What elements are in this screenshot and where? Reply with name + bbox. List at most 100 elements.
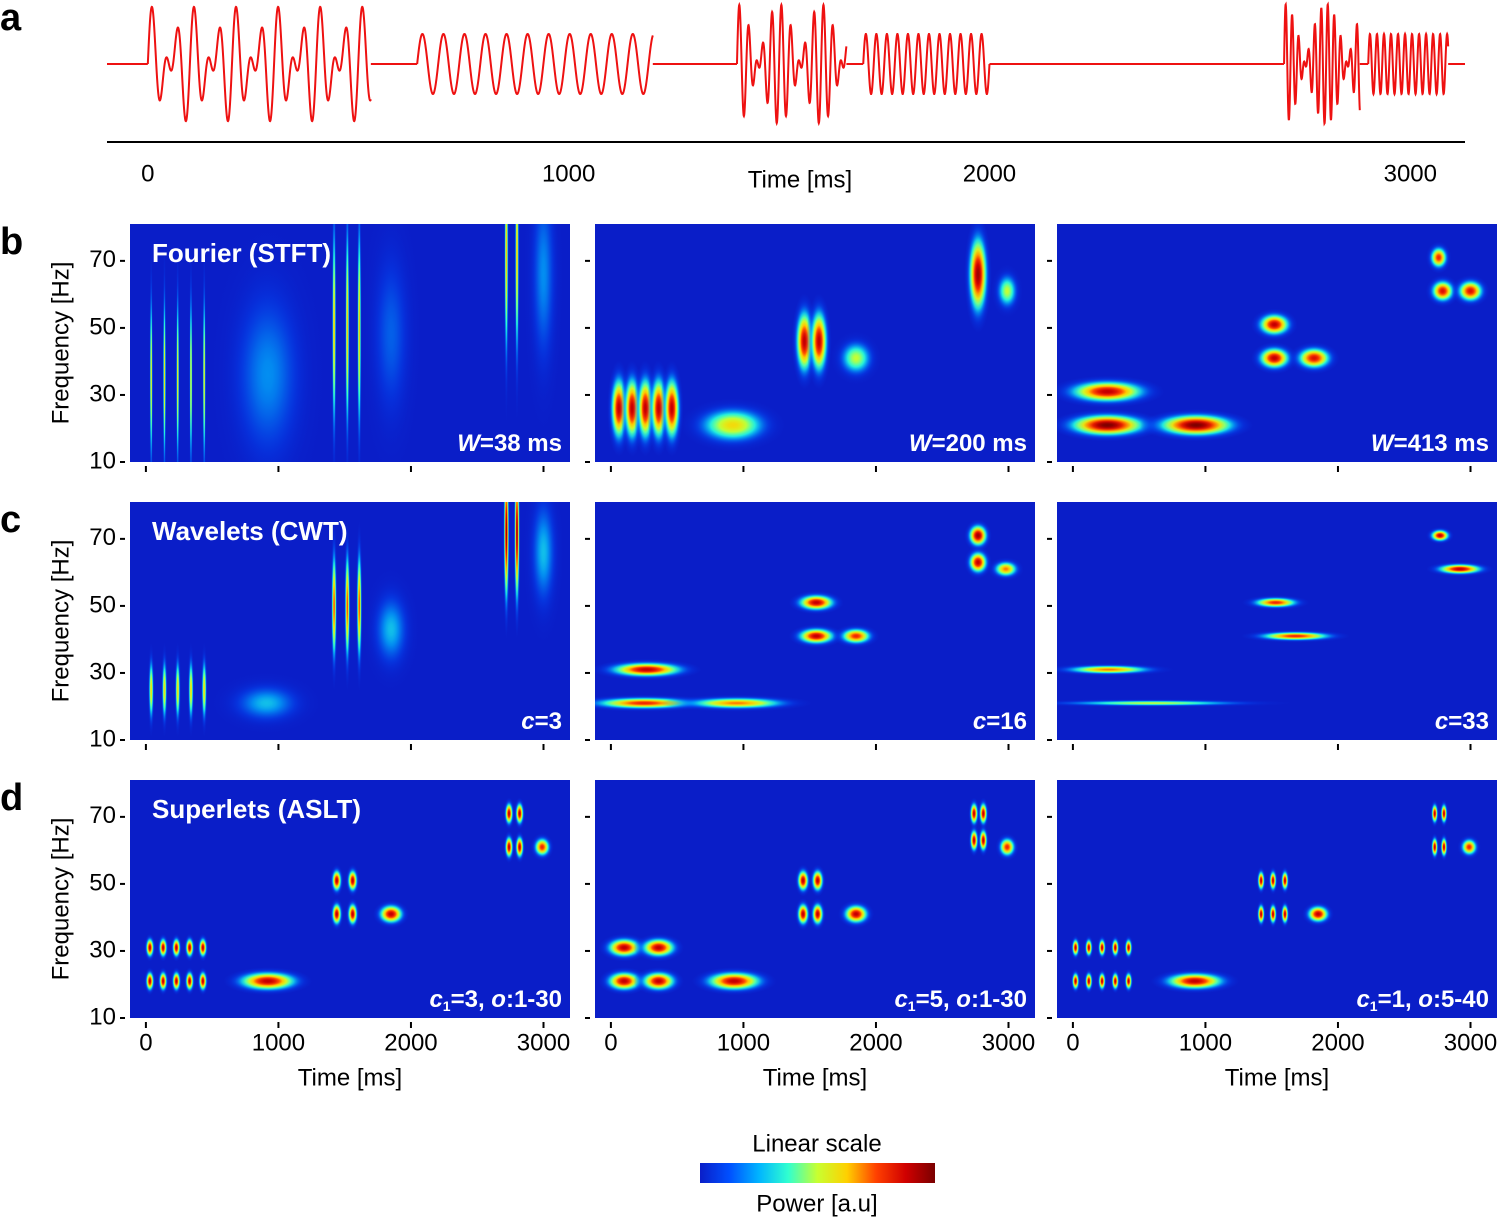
y-tick-label: 30 [89, 936, 116, 963]
signal-burst [1367, 31, 1450, 97]
power-blob [832, 624, 880, 648]
power-blob [202, 238, 207, 462]
heatmap-panel [130, 224, 570, 462]
parameter-label: c=33 [1435, 708, 1489, 735]
parameter-part: =413 ms [1394, 430, 1489, 457]
power-blob [1280, 900, 1290, 929]
power-blob [200, 641, 208, 738]
heatmap-panel [1057, 502, 1497, 740]
power-blob [838, 900, 875, 929]
x-tick-label: 2000 [384, 1029, 437, 1056]
parameter-part: W [1371, 430, 1396, 457]
y-tick-label: 70 [89, 246, 116, 273]
parameter-label: c=16 [973, 708, 1027, 735]
power-blob [1241, 595, 1310, 611]
power-blob [806, 293, 832, 390]
x-tick-label: 2000 [963, 160, 1016, 187]
parameter-part: c [429, 986, 442, 1013]
power-blob [206, 224, 330, 462]
x-tick-label: 0 [604, 1029, 617, 1056]
power-blob [357, 224, 426, 462]
power-blob [1439, 799, 1449, 828]
x-tick-label: 2000 [1311, 1029, 1364, 1056]
power-blob [1288, 341, 1340, 375]
parameter-part: W [457, 430, 482, 457]
power-blob [373, 900, 410, 929]
power-blob [809, 897, 826, 931]
power-blob [788, 624, 844, 648]
y-tick-label: 50 [89, 869, 116, 896]
power-blob [1070, 935, 1081, 960]
y-tick-label: 70 [89, 802, 116, 829]
power-blob [964, 519, 992, 552]
heatmap-panel [130, 502, 570, 740]
power-blob [149, 238, 154, 462]
power-blob [329, 897, 344, 931]
parameter-part: =5, [916, 986, 957, 1013]
heatmap-panel [130, 780, 570, 1018]
power-blob [1451, 274, 1490, 308]
power-blob [503, 830, 515, 864]
power-blob [503, 797, 515, 830]
power-blob [964, 546, 992, 579]
y-tick-label: 10 [89, 447, 116, 474]
power-blob [809, 864, 826, 897]
signal-burst [735, 1, 848, 127]
power-blob [514, 224, 520, 426]
heatmap-panel [1057, 224, 1497, 462]
power-blob [1268, 900, 1278, 929]
parameter-label: c1=1, o:5-40 [1356, 986, 1489, 1013]
power-blob [1240, 629, 1351, 643]
signal-burst [862, 33, 991, 95]
power-blob [157, 933, 169, 962]
panel-letter: d [0, 777, 23, 819]
power-blob [1057, 375, 1165, 408]
power-blob [633, 933, 685, 962]
power-blob [1302, 901, 1334, 927]
power-blob [503, 224, 509, 426]
power-blob [1150, 968, 1240, 994]
method-label: Superlets (ASLT) [152, 794, 361, 824]
x-axis-label: Time [ms] [1225, 1064, 1329, 1091]
panel-letter: c [0, 499, 21, 541]
power-blob [977, 824, 989, 857]
x-tick-label: 2000 [849, 1029, 902, 1056]
power-blob [795, 897, 812, 931]
power-blob [1425, 241, 1452, 274]
power-blob [1425, 561, 1494, 577]
power-blob [987, 557, 1024, 581]
parameter-part: =38 ms [480, 430, 562, 457]
power-blob [1251, 341, 1298, 375]
power-blob [830, 331, 882, 385]
parameter-label: c1=3, o:1-30 [429, 986, 562, 1013]
power-blob [223, 967, 313, 996]
colorbar-label: Power [a.u] [756, 1190, 877, 1217]
power-blob [147, 641, 155, 738]
power-blob [1426, 526, 1454, 545]
power-blob [795, 864, 812, 897]
power-blob [344, 224, 350, 462]
parameter-label: c=3 [521, 708, 562, 735]
power-blob [977, 797, 989, 830]
power-blob [964, 224, 992, 334]
x-tick-label: 1000 [542, 160, 595, 187]
x-tick-label: 0 [139, 1029, 152, 1056]
parameter-part: 1 [1370, 998, 1378, 1014]
power-blob [522, 502, 565, 649]
power-blob [1268, 866, 1278, 895]
power-blob [343, 520, 351, 692]
power-blob [175, 238, 180, 462]
x-tick-label: 1000 [717, 1029, 770, 1056]
method-label: Wavelets (CWT) [152, 516, 348, 546]
power-blob [530, 833, 554, 861]
power-blob [161, 641, 168, 738]
x-tick-label: 0 [141, 160, 154, 187]
power-blob [1430, 799, 1439, 828]
panel-letter: b [0, 221, 23, 263]
power-blob [788, 590, 844, 615]
parameter-part: 1 [443, 998, 451, 1014]
power-blob [1084, 968, 1094, 994]
power-blob [330, 520, 338, 692]
parameter-part: c [1435, 708, 1448, 735]
power-blob [170, 967, 182, 996]
